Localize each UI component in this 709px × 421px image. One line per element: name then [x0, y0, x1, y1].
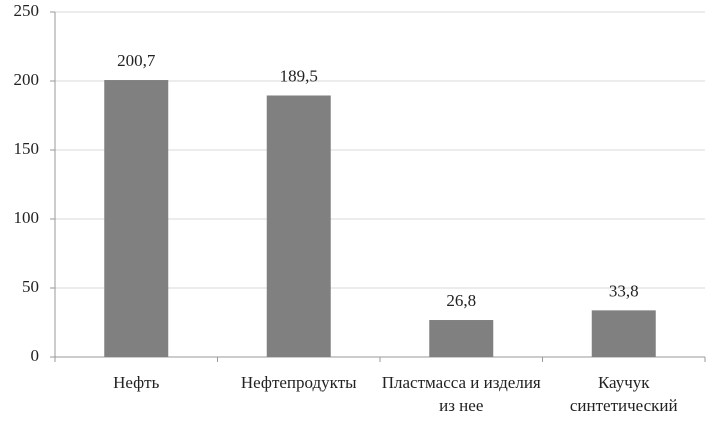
value-label: 200,7	[117, 51, 156, 70]
bar	[591, 310, 656, 357]
value-label: 33,8	[609, 281, 639, 300]
value-label: 189,5	[280, 66, 318, 85]
bar	[429, 320, 494, 357]
x-tick-label: Пластмасса и изделия из нее	[381, 373, 541, 415]
bar	[266, 95, 331, 358]
x-tick-label: Нефть	[113, 373, 160, 392]
y-tick-label: 200	[14, 70, 40, 89]
y-tick-label: 150	[14, 139, 40, 158]
x-tick-label: Нефтепродукты	[240, 373, 357, 392]
x-tick-label: Каучук синтетический	[569, 373, 678, 415]
y-tick-label: 100	[14, 208, 40, 227]
y-tick-label: 0	[31, 346, 40, 365]
value-label: 26,8	[446, 291, 476, 310]
y-tick-label: 250	[14, 1, 40, 20]
y-tick-label: 50	[22, 277, 39, 296]
bar	[104, 80, 169, 357]
